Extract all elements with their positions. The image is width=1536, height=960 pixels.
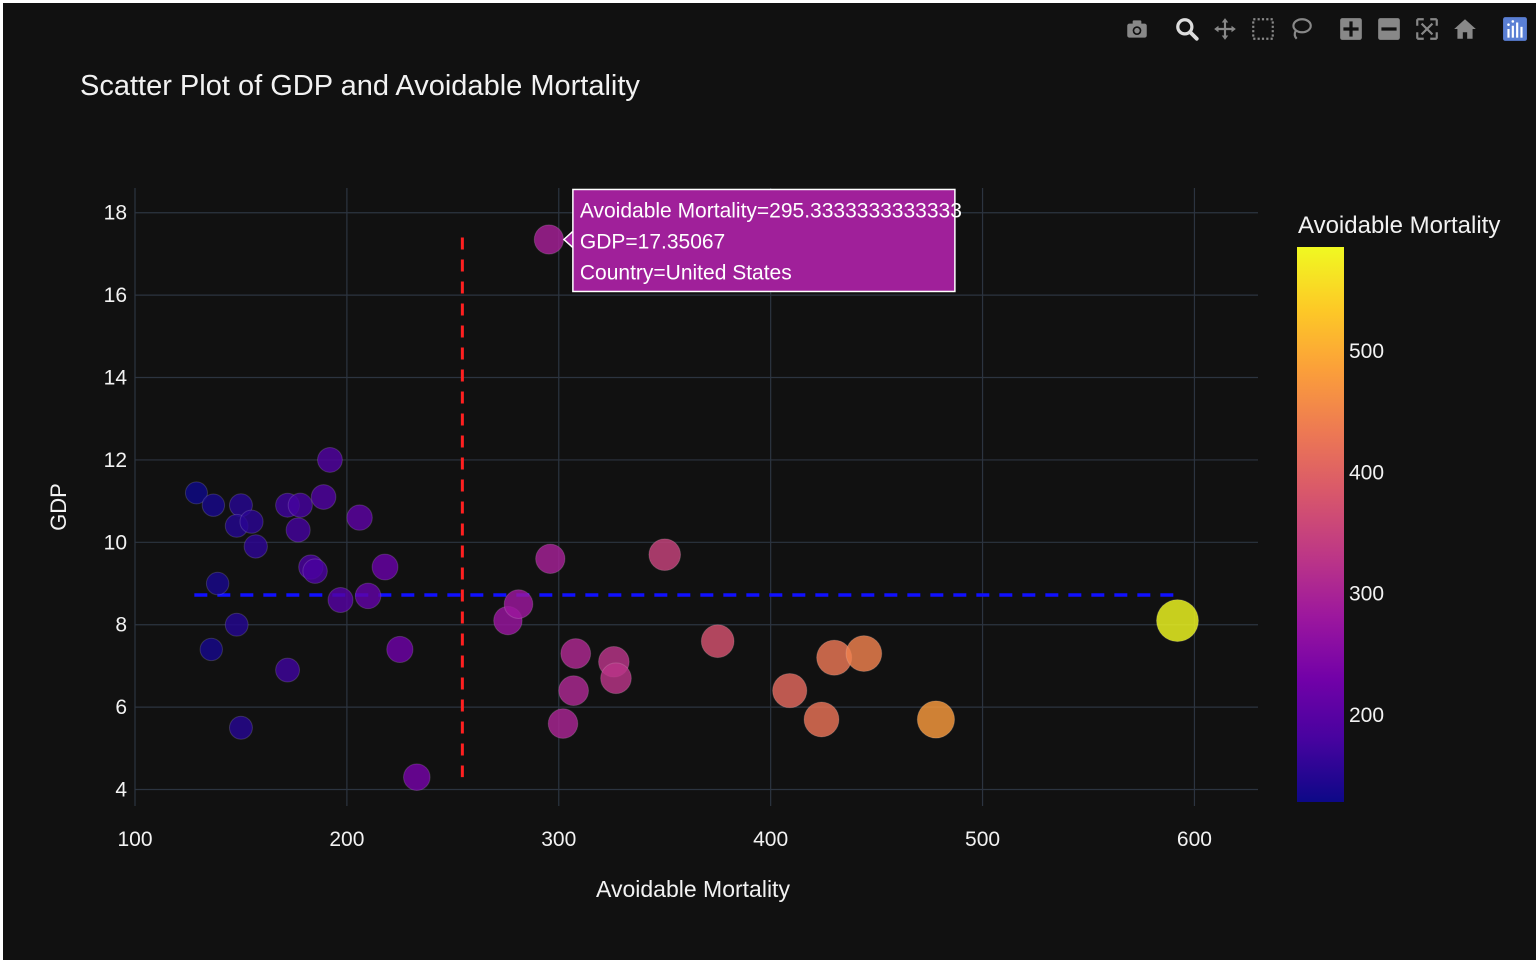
reference-lines	[194, 237, 1178, 778]
scatter-point	[184, 481, 208, 505]
colorbar-gradient	[1297, 247, 1344, 802]
scatter-point	[239, 509, 264, 534]
scatter-point	[386, 635, 414, 664]
tooltip-line-gdp: GDP=17.35067	[580, 230, 725, 253]
pan-icon[interactable]	[1206, 11, 1244, 47]
scatter-points	[184, 224, 1199, 791]
lasso-select-icon[interactable]	[1282, 11, 1320, 47]
scatter-point	[201, 493, 226, 517]
plotly-logo-icon[interactable]	[1496, 11, 1534, 47]
scatter-point	[310, 484, 337, 510]
scatter-point	[700, 624, 735, 659]
tooltip-box	[572, 188, 956, 293]
zoom-in-icon[interactable]	[1332, 11, 1370, 47]
scatter-point	[1155, 599, 1199, 643]
scatter-point	[535, 543, 566, 574]
autoscale-icon[interactable]	[1408, 11, 1446, 47]
scatter-point	[648, 538, 682, 572]
scatter-point	[285, 517, 311, 543]
scatter-point	[228, 715, 253, 740]
box-select-icon[interactable]	[1244, 11, 1282, 47]
x-tick-label: 500	[965, 828, 1000, 851]
chart-svg: Scatter Plot of GDP and Avoidable Mortal…	[46, 70, 1500, 902]
scatter-point	[275, 657, 301, 683]
zoom-icon[interactable]	[1168, 11, 1206, 47]
scatter-point	[287, 492, 313, 518]
x-axis-ticks: 100 200 300 400 500 600	[117, 828, 1211, 851]
chart-title: Scatter Plot of GDP and Avoidable Mortal…	[80, 70, 640, 102]
x-axis-title: Avoidable Mortality	[596, 876, 790, 902]
x-tick-label: 400	[753, 828, 788, 851]
colorbar: Avoidable Mortality 200 300 400 500	[1297, 212, 1500, 802]
scatter-point	[772, 673, 808, 709]
colorbar-tick-label: 500	[1349, 340, 1384, 363]
x-tick-label: 100	[117, 828, 152, 851]
y-axis-title: GDP	[46, 483, 71, 531]
scatter-point	[547, 708, 579, 739]
scatter-point	[354, 582, 382, 610]
y-tick-label: 4	[115, 779, 127, 802]
tooltip-line-country: Country=United States	[580, 261, 792, 284]
x-tick-label: 300	[541, 828, 576, 851]
modebar	[1118, 11, 1534, 47]
scatter-point	[199, 637, 223, 662]
tooltip-line-avoidable-mortality: Avoidable Mortality=295.3333333333333	[580, 199, 962, 222]
x-tick-label: 200	[329, 828, 364, 851]
y-tick-label: 10	[104, 531, 127, 554]
y-tick-label: 12	[104, 449, 127, 472]
colorbar-title: Avoidable Mortality	[1298, 212, 1500, 239]
reset-axes-home-icon[interactable]	[1446, 11, 1484, 47]
download-plot-camera-icon[interactable]	[1118, 11, 1156, 47]
scatter-point	[403, 763, 431, 791]
y-tick-label: 6	[115, 696, 127, 719]
scatter-point	[371, 553, 399, 581]
scatter-point	[845, 635, 883, 672]
scatter-point	[558, 675, 590, 707]
scatter-point	[205, 571, 230, 596]
scatter-point	[327, 586, 354, 614]
scatter-point	[346, 504, 373, 531]
scatter-point	[317, 447, 343, 473]
scatter-point	[224, 612, 249, 637]
colorbar-tick-label: 300	[1349, 583, 1384, 606]
scatter-point	[803, 701, 840, 738]
scatter-point	[243, 534, 268, 559]
scatter-point	[533, 224, 565, 255]
y-tick-label: 8	[115, 614, 127, 637]
y-axis-ticks: 4 6 8 10 12 14 16 18	[104, 202, 128, 802]
y-tick-label: 18	[104, 202, 127, 225]
scatter-point	[503, 589, 534, 619]
x-tick-label: 600	[1177, 828, 1212, 851]
zoom-out-icon[interactable]	[1370, 11, 1408, 47]
hover-tooltip: Avoidable Mortality=295.3333333333333 GD…	[562, 188, 962, 293]
y-tick-label: 14	[104, 367, 128, 390]
scatter-point	[600, 662, 632, 695]
colorbar-ticks: 200 300 400 500	[1349, 340, 1384, 727]
plot-container: Scatter Plot of GDP and Avoidable Mortal…	[3, 3, 1536, 960]
colorbar-tick-label: 400	[1349, 461, 1384, 484]
scatter-point	[916, 700, 956, 739]
scatter-point	[560, 638, 592, 669]
scatter-point	[302, 558, 328, 584]
y-tick-label: 16	[104, 284, 127, 307]
colorbar-tick-label: 200	[1349, 704, 1384, 727]
